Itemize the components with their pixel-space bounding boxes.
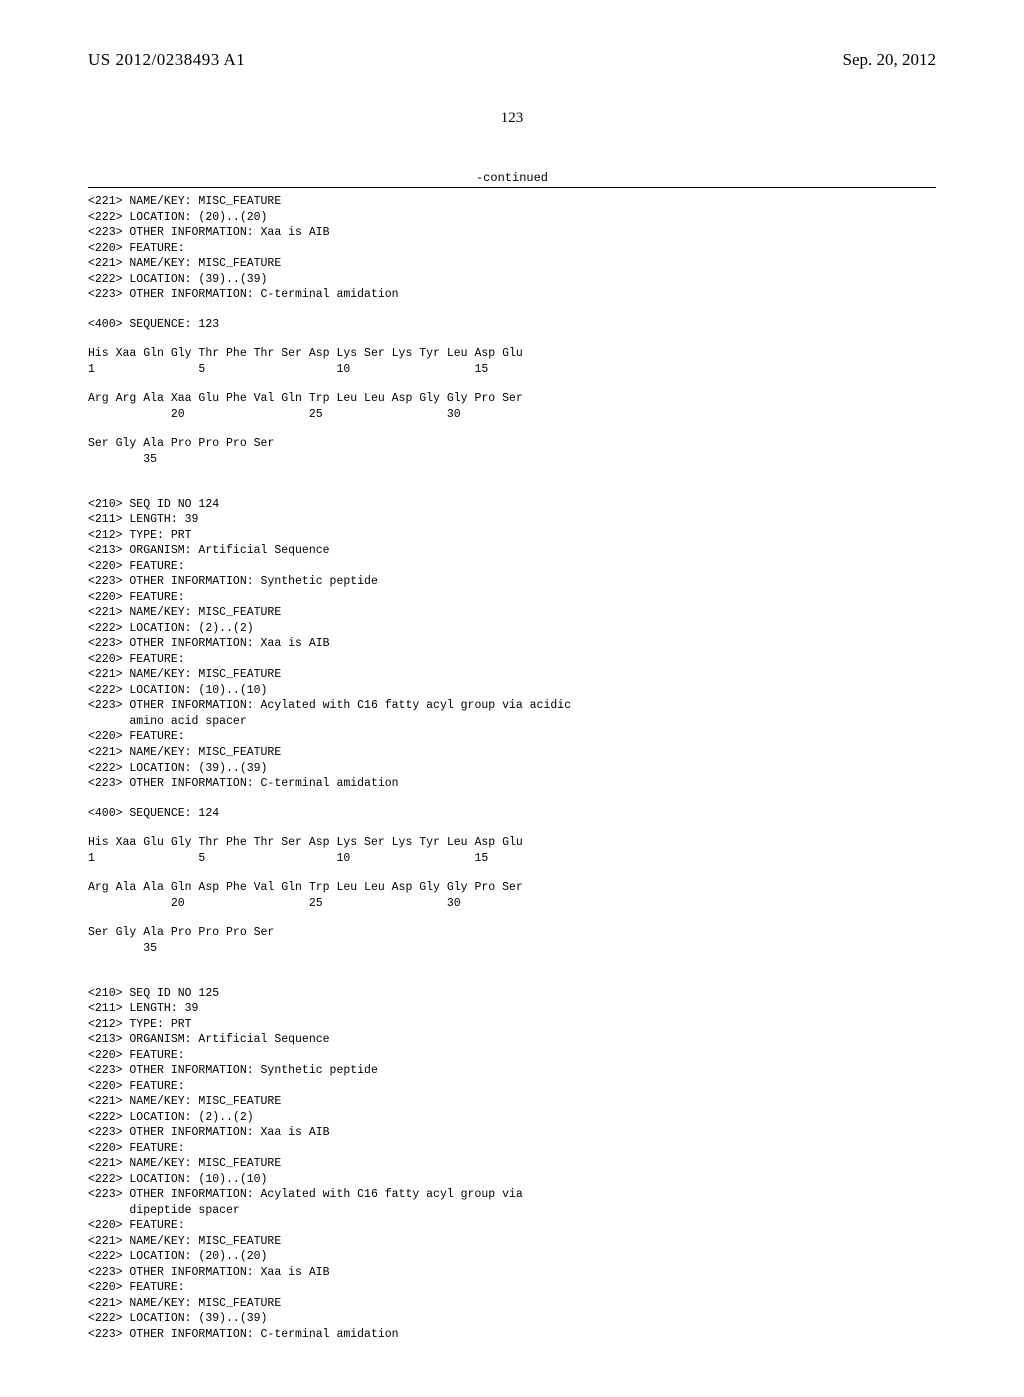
- sequence-block: Arg Arg Ala Xaa Glu Phe Val Gln Trp Leu …: [88, 391, 936, 422]
- sequence-block: Ser Gly Ala Pro Pro Pro Ser 35: [88, 925, 936, 956]
- continued-label: -continued: [88, 171, 936, 185]
- sequence-listing: <221> NAME/KEY: MISC_FEATURE <222> LOCAT…: [88, 194, 936, 1343]
- publication-date: Sep. 20, 2012: [843, 50, 937, 70]
- sequence-block: <210> SEQ ID NO 125 <211> LENGTH: 39 <21…: [88, 970, 936, 1342]
- divider-line: [88, 187, 936, 188]
- sequence-block: Arg Ala Ala Gln Asp Phe Val Gln Trp Leu …: [88, 880, 936, 911]
- sequence-block: His Xaa Glu Gly Thr Phe Thr Ser Asp Lys …: [88, 835, 936, 866]
- publication-number: US 2012/0238493 A1: [88, 50, 245, 70]
- sequence-block: <400> SEQUENCE: 123: [88, 317, 936, 333]
- page-number: 123: [88, 110, 936, 127]
- sequence-block: Ser Gly Ala Pro Pro Pro Ser 35: [88, 436, 936, 467]
- page-container: US 2012/0238493 A1 Sep. 20, 2012 123 -co…: [0, 0, 1024, 1397]
- sequence-block: <210> SEQ ID NO 124 <211> LENGTH: 39 <21…: [88, 481, 936, 791]
- page-header: US 2012/0238493 A1 Sep. 20, 2012: [88, 50, 936, 70]
- sequence-block: <400> SEQUENCE: 124: [88, 806, 936, 822]
- sequence-block: His Xaa Gln Gly Thr Phe Thr Ser Asp Lys …: [88, 346, 936, 377]
- sequence-block: <221> NAME/KEY: MISC_FEATURE <222> LOCAT…: [88, 194, 936, 303]
